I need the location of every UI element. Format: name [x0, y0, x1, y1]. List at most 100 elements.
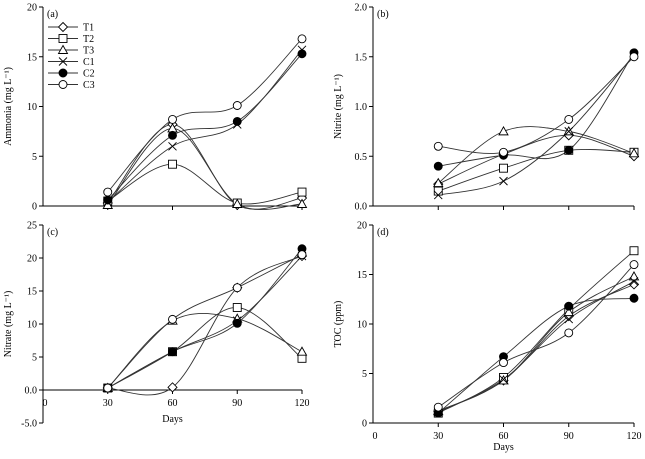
- series-line-T1: [107, 255, 303, 396]
- x-tick-label: 90: [232, 398, 242, 409]
- point-T3-120: [296, 198, 308, 208]
- series-line-T1: [438, 134, 635, 185]
- point-T2-60: [168, 159, 177, 169]
- x-tick-label: 120: [295, 398, 310, 409]
- x-tick-label: 0: [373, 431, 378, 442]
- x-tick-label: 120: [627, 431, 642, 442]
- legend-marker-C3: [58, 80, 68, 89]
- y-tick-label: 1.5: [355, 52, 368, 63]
- point-C3-90: [232, 283, 242, 293]
- series-line-T3: [438, 276, 635, 412]
- y-tick-label: 10: [27, 320, 37, 331]
- legend-label: C3: [83, 80, 95, 91]
- point-C2-60: [168, 347, 177, 357]
- legend-marker-C1: [58, 57, 68, 66]
- point-T3-120: [628, 147, 640, 158]
- point-T2-60: [499, 163, 508, 173]
- panel-label: (a): [47, 9, 58, 20]
- point-C1-60: [168, 141, 177, 151]
- point-C3-120: [629, 260, 639, 270]
- point-C3-90: [232, 101, 242, 110]
- point-T2-120: [297, 187, 307, 197]
- y-axis-label: Nitrite (mg L⁻¹): [333, 74, 344, 139]
- point-C2-90: [564, 145, 574, 155]
- y-axis-label: TOC (ppm): [333, 301, 344, 348]
- point-C3-30: [433, 141, 443, 151]
- point-C3-60: [168, 114, 177, 124]
- y-tick-label: 20: [27, 3, 37, 14]
- point-C1-120: [629, 277, 639, 286]
- panel-b: 0.0 0.5 1.0 1.5 2.0 Nitrite (mg L⁻¹) (b): [333, 3, 640, 213]
- legend-marker-T3: [57, 44, 69, 54]
- y-tick-label: 0.0: [25, 386, 38, 397]
- x-axis-label: Days: [493, 442, 514, 453]
- y-axis-label: Ammonia (mg L⁻¹): [3, 67, 14, 146]
- point-T1-120: [628, 279, 640, 290]
- point-C3-120: [629, 52, 639, 62]
- y-tick-label: 10: [27, 102, 37, 113]
- series-line-T1: [438, 283, 635, 412]
- y-tick-label: 5: [32, 353, 37, 364]
- point-C3-60: [499, 147, 508, 157]
- x-tick-label: 30: [103, 398, 113, 409]
- legend-marker-C2: [58, 68, 68, 78]
- legend-entry-C1: C1: [48, 57, 95, 68]
- point-C3-120: [297, 34, 307, 44]
- series-line-C3: [437, 264, 635, 408]
- series-line-C3: [438, 56, 635, 154]
- x-axis-label: Days: [162, 414, 183, 425]
- y-tick-label: 20: [357, 221, 367, 232]
- point-C2-30: [433, 161, 443, 171]
- series-line-T1: [107, 123, 303, 210]
- panel-label: (c): [47, 227, 58, 238]
- point-C3-30: [103, 187, 113, 197]
- x-tick-label: 30: [433, 431, 443, 442]
- x-tick-label: 60: [168, 398, 178, 409]
- legend-label: C1: [83, 57, 95, 68]
- y-tick-label: 25: [27, 221, 37, 232]
- point-C3-30: [103, 383, 113, 393]
- point-T3-90: [563, 306, 575, 317]
- point-T3-120: [628, 271, 640, 281]
- legend-entry-T3: T3: [48, 44, 94, 57]
- legend-label: C2: [83, 69, 95, 80]
- series-line-C1: [107, 49, 303, 203]
- y-tick-label: 15: [27, 287, 37, 298]
- point-C2-30: [103, 195, 113, 205]
- series-line-T3: [437, 126, 635, 184]
- series-line-T3: [107, 127, 303, 211]
- panel-label: (b): [377, 9, 389, 20]
- legend-entry-C2: C2: [48, 69, 95, 80]
- y-tick-label: 0.5: [355, 152, 368, 163]
- legend-marker-T1: [57, 21, 69, 33]
- point-T2-30: [433, 186, 443, 196]
- panel-d: 0 5 10 15 20 0 30 60 90 120 Days TOC (ppm) (d): [333, 221, 642, 454]
- series-line-C1: [438, 54, 635, 196]
- legend-entry-T2: T2: [48, 34, 94, 45]
- legend-entry-C3: C3: [48, 80, 95, 91]
- point-C2-90: [232, 116, 242, 126]
- y-tick-label: 15: [357, 270, 367, 281]
- y-tick-label: 1.0: [355, 102, 368, 113]
- y-tick-label: 0.0: [355, 202, 368, 213]
- point-T2-90: [232, 303, 242, 312]
- legend-label: T2: [83, 34, 94, 45]
- point-C3-90: [564, 328, 574, 338]
- point-C3-120: [297, 250, 307, 260]
- y-tick-label: 5: [362, 369, 367, 380]
- point-C2-120: [629, 293, 639, 303]
- point-C2-120: [297, 49, 307, 59]
- point-C1-90: [564, 314, 574, 324]
- series-line-T2: [438, 250, 635, 414]
- y-tick-label: 10: [357, 320, 367, 331]
- point-C2-90: [232, 318, 242, 328]
- series-line-C2: [437, 297, 635, 414]
- series-line-C2: [107, 248, 303, 389]
- y-tick-label: 0: [362, 419, 367, 430]
- legend-entry-T1: T1: [48, 21, 94, 34]
- y-tick-label: 0: [32, 202, 37, 213]
- point-C3-60: [499, 358, 508, 368]
- point-C3-30: [433, 402, 443, 412]
- point-C3-90: [564, 114, 574, 124]
